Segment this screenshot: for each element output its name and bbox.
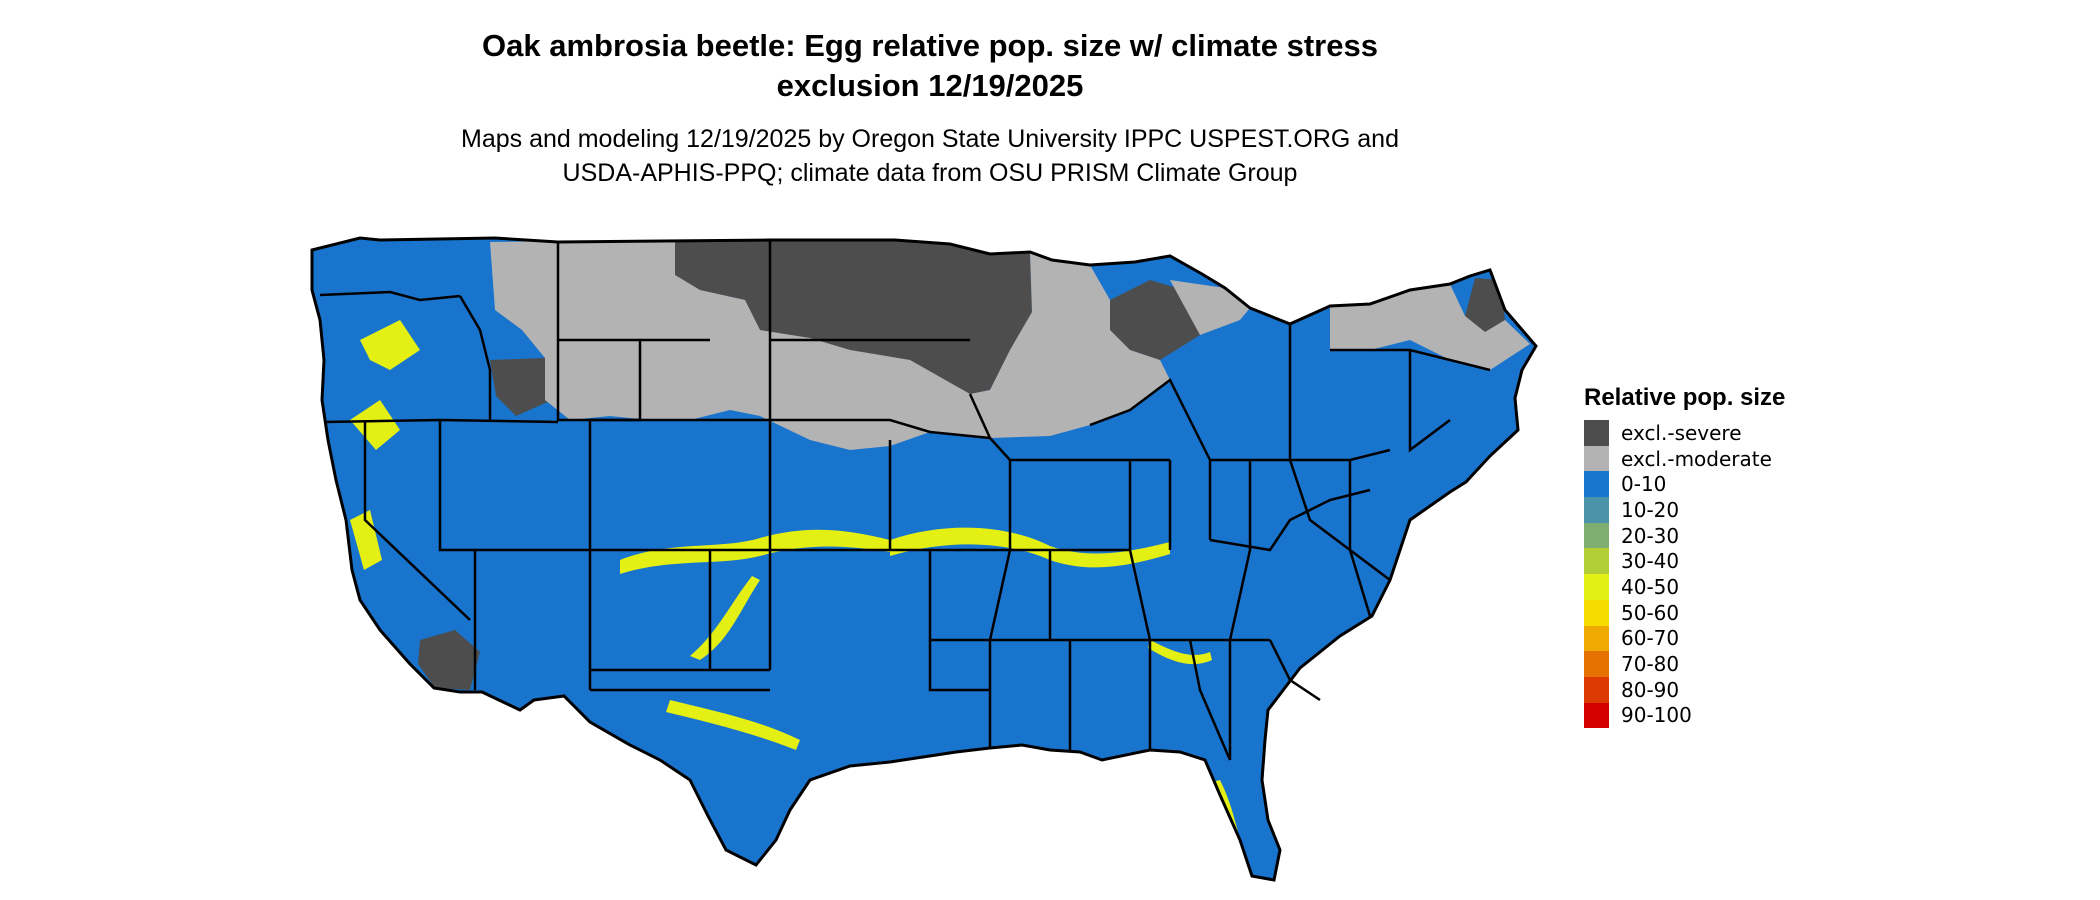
legend-label: 10-20 <box>1621 497 1680 522</box>
legend-swatch <box>1584 445 1609 472</box>
legend-label: excl.-severe <box>1621 420 1742 445</box>
legend-swatch <box>1584 574 1609 600</box>
legend-item: excl.-severe <box>1584 420 1772 446</box>
legend-item: excl.-moderate <box>1584 445 1772 472</box>
legend-swatch <box>1584 599 1609 626</box>
legend-swatch <box>1584 702 1609 729</box>
legend-label: 40-50 <box>1621 574 1680 599</box>
legend-label: 50-60 <box>1621 600 1680 625</box>
legend-item: 50-60 <box>1584 599 1772 626</box>
legend-swatch <box>1584 522 1609 549</box>
us-map <box>310 236 1538 882</box>
legend-label: 60-70 <box>1621 626 1680 651</box>
legend-swatch <box>1584 497 1609 523</box>
state-borders <box>310 236 1538 882</box>
legend-item: 0-10 <box>1584 471 1772 498</box>
map-subtitle-line2: USDA-APHIS-PPQ; climate data from OSU PR… <box>562 159 1298 187</box>
legend-item: 90-100 <box>1584 702 1772 729</box>
legend-title: Relative pop. size <box>1584 384 1786 411</box>
legend-swatch <box>1584 676 1609 703</box>
legend-swatch <box>1584 651 1609 677</box>
legend-label: excl.-moderate <box>1621 446 1772 471</box>
legend-label: 70-80 <box>1621 652 1680 677</box>
legend-item: 10-20 <box>1584 497 1772 523</box>
legend-label: 80-90 <box>1621 677 1680 702</box>
legend-item: 20-30 <box>1584 522 1772 549</box>
legend-swatch <box>1584 471 1609 498</box>
map-title-line1: Oak ambrosia beetle: Egg relative pop. s… <box>482 28 1378 63</box>
legend-swatch <box>1584 548 1609 575</box>
map-title-line2: exclusion 12/19/2025 <box>776 68 1084 103</box>
legend-swatch <box>1584 625 1609 652</box>
legend-label: 30-40 <box>1621 549 1680 574</box>
legend: excl.-severe excl.-moderate 0-10 10-20 20-30… <box>1584 420 1772 729</box>
legend-label: 20-30 <box>1621 523 1680 548</box>
legend-label: 90-100 <box>1621 703 1692 728</box>
legend-item: 70-80 <box>1584 651 1772 677</box>
legend-swatch <box>1584 420 1609 446</box>
legend-item: 80-90 <box>1584 676 1772 703</box>
legend-item: 30-40 <box>1584 548 1772 575</box>
legend-item: 40-50 <box>1584 574 1772 600</box>
map-subtitle-line1: Maps and modeling 12/19/2025 by Oregon S… <box>461 125 1399 153</box>
legend-item: 60-70 <box>1584 625 1772 652</box>
legend-label: 0-10 <box>1621 472 1667 497</box>
